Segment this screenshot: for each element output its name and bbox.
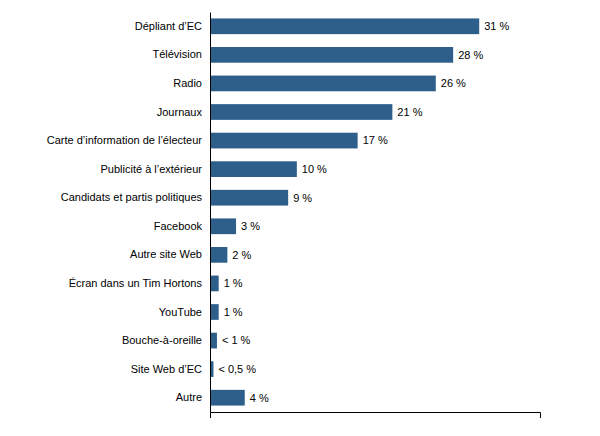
bar: [210, 190, 288, 206]
y-tick-label: Facebook: [154, 220, 203, 232]
data-label: 17 %: [363, 134, 388, 146]
data-labels: 4 % < 0,5 % < 1 % 1 % 1 % 2 % 3 % 9 % 10 % 17 % 21…: [218, 20, 509, 403]
bar: [210, 76, 436, 92]
bar: [210, 304, 219, 320]
bar: [210, 18, 479, 34]
bar: [210, 276, 219, 292]
data-label: 26 %: [441, 77, 466, 89]
y-axis-line: [210, 13, 211, 413]
y-tick: Journaux: [157, 106, 203, 118]
chart-container: Autre Site Web d’EC Bouche-à-oreille YouTub…: [0, 0, 600, 436]
bar: [210, 390, 245, 406]
data-label: 3 %: [241, 220, 260, 232]
y-tick-label: Autre site Web: [130, 248, 202, 260]
y-tick: Radio: [173, 77, 202, 89]
data-label: 4 %: [250, 392, 269, 404]
y-tick-label: Télévision: [152, 48, 202, 60]
bar: [210, 161, 297, 177]
y-axis: Autre Site Web d’EC Bouche-à-oreille YouTub…: [47, 13, 211, 413]
y-tick: Autre site Web: [130, 248, 202, 260]
y-tick-label: Carte d’information de l’électeur: [47, 134, 203, 146]
data-label: < 0,5 %: [218, 363, 256, 375]
y-tick-label: Publicité à l’extérieur: [101, 163, 203, 175]
y-tick: Carte d’information de l’électeur: [47, 134, 203, 146]
y-tick: Facebook: [154, 220, 203, 232]
y-tick: Site Web d’EC: [131, 363, 202, 375]
y-tick: Dépliant d’EC: [135, 20, 202, 32]
x-axis-line: [211, 413, 541, 419]
y-tick: Écran dans un Tim Hortons: [69, 277, 203, 289]
data-label: 2 %: [232, 249, 251, 261]
y-tick-label: Bouche-à-oreille: [122, 334, 202, 346]
y-tick-label: Écran dans un Tim Hortons: [69, 277, 203, 289]
plot: Autre Site Web d’EC Bouche-à-oreille YouTub…: [47, 13, 541, 419]
y-tick-label: Radio: [173, 77, 202, 89]
data-label: 1 %: [224, 277, 243, 289]
data-label: 10 %: [302, 163, 327, 175]
y-tick: Autre: [176, 391, 202, 403]
y-tick-label: Site Web d’EC: [131, 363, 202, 375]
bars: [210, 18, 479, 405]
bar: [210, 104, 392, 120]
data-label: 28 %: [458, 49, 483, 61]
y-tick: Candidats et partis politiques: [61, 191, 203, 203]
data-label: 9 %: [293, 192, 312, 204]
y-tick-label: Dépliant d’EC: [135, 20, 202, 32]
y-tick: Bouche-à-oreille: [122, 334, 202, 346]
bar: [210, 247, 227, 263]
data-label: 31 %: [484, 20, 509, 32]
y-tick: Publicité à l’extérieur: [101, 163, 203, 175]
data-label: 21 %: [397, 106, 422, 118]
y-tick-label: Journaux: [157, 106, 203, 118]
y-tick-label: Candidats et partis politiques: [61, 191, 203, 203]
data-label: 1 %: [224, 306, 243, 318]
y-tick: YouTube: [159, 306, 202, 318]
data-label: < 1 %: [222, 334, 251, 346]
y-tick: Télévision: [152, 48, 202, 60]
bar: [210, 133, 358, 149]
bar: [210, 47, 453, 63]
bar: [210, 333, 217, 349]
x-axis: [211, 413, 541, 419]
bar: [210, 218, 236, 234]
y-tick-label: YouTube: [159, 306, 202, 318]
y-tick-label: Autre: [176, 391, 202, 403]
chart-svg: Autre Site Web d’EC Bouche-à-oreille YouTub…: [0, 0, 600, 436]
